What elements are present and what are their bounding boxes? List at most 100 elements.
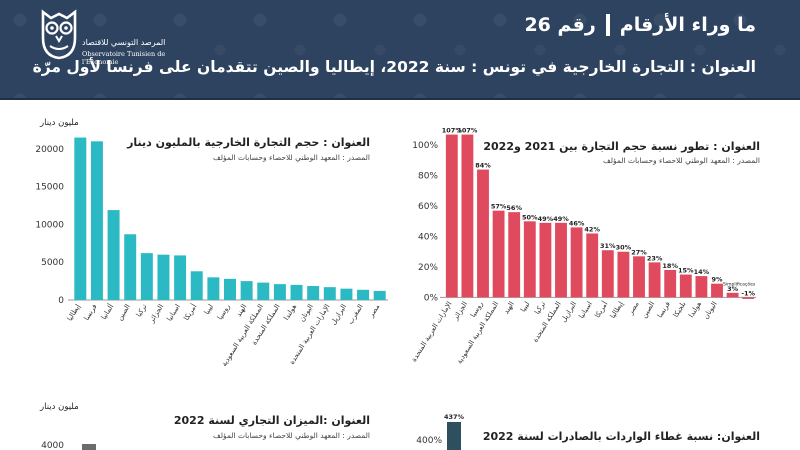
chart1-xtick-8: ليبيا	[203, 303, 215, 316]
chart2-value-label-9: 42%	[584, 225, 600, 233]
chart1-bar-11	[257, 282, 270, 300]
chart1-bar-1	[90, 141, 103, 300]
chart2-xtick-14: فرنسا	[656, 300, 672, 319]
chart2-bar-14	[664, 270, 677, 298]
chart2-xtick-10: أمريكا	[593, 300, 610, 320]
chart2-growth-bars: 0% 20% 40% 60% 80% 100% 107% الإمارات العربية ا…	[410, 127, 756, 365]
chart3-source: المصدر : المعهد الوطني للاحصاء وحسابات ا…	[212, 431, 370, 440]
logo-arabic-text: المرصد التونسي للاقتصاد	[82, 38, 166, 47]
chart1-xtick-4: تركيا	[135, 303, 149, 319]
chart2-bar-8	[570, 227, 583, 298]
chart1-ytick-2: 10000	[35, 220, 64, 230]
chart1-xtick-2: ألمانيا	[99, 302, 115, 321]
chart4-value-label-0: 437%	[444, 413, 465, 421]
chart1-bar-15	[323, 287, 336, 300]
chart1-bar-14	[307, 286, 320, 300]
chart2-xtick-8: البرازيل	[560, 300, 579, 323]
chart2-value-label-0: 107%	[442, 127, 463, 135]
chart2-ytick-4: 80%	[418, 172, 438, 182]
chart1-xtick-13: هولندا	[282, 303, 298, 322]
chart1-bar-9	[224, 278, 236, 300]
chart1-xtick-17: المغرب	[346, 303, 364, 326]
chart1-bar-6	[174, 255, 187, 300]
chart2-value-label-3: 57%	[491, 203, 507, 211]
chart1-bar-12	[273, 284, 286, 300]
chart2-value-label-19: -1%	[741, 289, 755, 297]
chart1-xtick-9: روسيا	[216, 303, 232, 322]
chart2-bar-17	[711, 283, 723, 298]
chart2-xtick-0: الإمارات العربية المتحدة	[410, 300, 454, 363]
chart1-bar-2	[107, 210, 120, 300]
chart1-xtick-1: فرنسا	[83, 303, 99, 322]
chart2-value-label-10: 31%	[600, 242, 616, 250]
chart2-bar-11	[617, 251, 630, 298]
chart2-bar-0	[445, 134, 458, 298]
chart1-ytick-0: 0	[58, 296, 64, 306]
chart2-value-label-15: 15%	[678, 267, 694, 275]
chart2-bar-15	[679, 274, 692, 298]
chart3-ytick-0: 4000	[41, 441, 64, 450]
chart1-bar-5	[157, 254, 170, 300]
chart2-xtick-11: إيطاليا	[609, 300, 625, 320]
chart2-ytick-3: 60%	[418, 202, 438, 212]
chart2-ytick-1: 20%	[418, 263, 438, 273]
chart2-bar-13	[648, 262, 661, 298]
chart2-bar-2	[477, 169, 489, 298]
chart2-value-label-5: 50%	[522, 213, 538, 221]
chart2-bar-4	[508, 212, 521, 298]
chart1-xtick-18: مصر	[367, 303, 382, 320]
chart2-xtick-13: الصين	[640, 300, 656, 319]
page-title: العنوان : التجارة الخارجية في تونس : سنة…	[32, 58, 756, 76]
title-separator	[605, 14, 610, 36]
chart2-xtick-5: ليبيا	[519, 300, 531, 313]
chart1-xtick-5: الجزائر	[147, 303, 165, 325]
chart2-xtick-9: اسبانيا	[577, 300, 593, 320]
chart2-xtick-4: الهند	[502, 300, 516, 315]
chart1-xtick-7: أمريكا	[182, 302, 199, 322]
chart1-bar-18	[373, 290, 386, 300]
chart2-value-label-2: 84%	[475, 162, 491, 170]
chart1-bar-7	[190, 271, 203, 300]
chart2-bar-10	[601, 250, 614, 298]
chart2-bar-5	[523, 221, 536, 298]
chart2-xtick-1: الجزائر	[451, 300, 469, 322]
chart4-ytick-0: 400%	[416, 436, 442, 446]
chart2-value-label-16: 14%	[694, 268, 710, 276]
header-band: المرصد التونسي للاقتصاد Observatoire Tun…	[0, 0, 800, 98]
chart2-value-label-4: 56%	[506, 204, 522, 212]
chart1-source: المصدر : المعهد الوطني للاحصاء وحسابات ا…	[212, 153, 370, 162]
chart1-ytick-4: 20000	[35, 145, 64, 155]
chart1-ylabel: مليون دينار	[40, 118, 79, 128]
chart2-xtick-12: مصر	[626, 300, 641, 317]
chart2-bar-12	[633, 256, 645, 298]
issue-number: رقم 26	[524, 14, 596, 36]
chart1-xtick-6: اسبانيا	[165, 303, 181, 323]
chart2-bar-6	[539, 222, 552, 298]
chart2-value-label-17: 9%	[711, 276, 723, 284]
chart2-xtick-2: روسيا	[469, 300, 485, 319]
chart2-value-label-14: 18%	[662, 262, 678, 270]
chart2-bar-7	[555, 222, 567, 298]
owl-logo-icon	[41, 9, 77, 60]
header-divider	[0, 98, 800, 100]
chart1-title: العنوان : حجم التجارة الخارجية بالمليون …	[127, 136, 370, 149]
chart1-ytick-3: 15000	[35, 183, 64, 193]
chart1-xtick-0: إيطاليا	[66, 303, 82, 323]
chart1-xtick-10: الهند	[235, 303, 249, 318]
chart2-value-label-11: 30%	[616, 244, 632, 252]
chart1-xtick-16: البرازيل	[329, 303, 348, 326]
chart2-title: العنوان : تطور نسبة حجم التجارة بين 2021…	[483, 140, 760, 153]
chart2-source: المصدر : المعهد الوطني للاحصاء وحسابات ا…	[602, 156, 760, 165]
chart2-bar-9	[586, 233, 599, 298]
series-name: ما وراء الأرقام	[619, 14, 756, 36]
chart1-bar-3	[124, 234, 137, 300]
chart2-xtick-17: اليونان	[702, 300, 719, 320]
chart1-bar-17	[357, 289, 370, 300]
chart1-ytick-1: 5000	[41, 258, 64, 268]
chart2-value-label-13: 23%	[647, 254, 663, 262]
chart2-bar-18	[726, 292, 739, 298]
logo: المرصد التونسي للاقتصاد Observatoire Tun…	[40, 8, 190, 92]
chart1-xtick-3: الصين	[116, 303, 132, 322]
chart2-extra-label: Simplificações	[723, 282, 756, 288]
